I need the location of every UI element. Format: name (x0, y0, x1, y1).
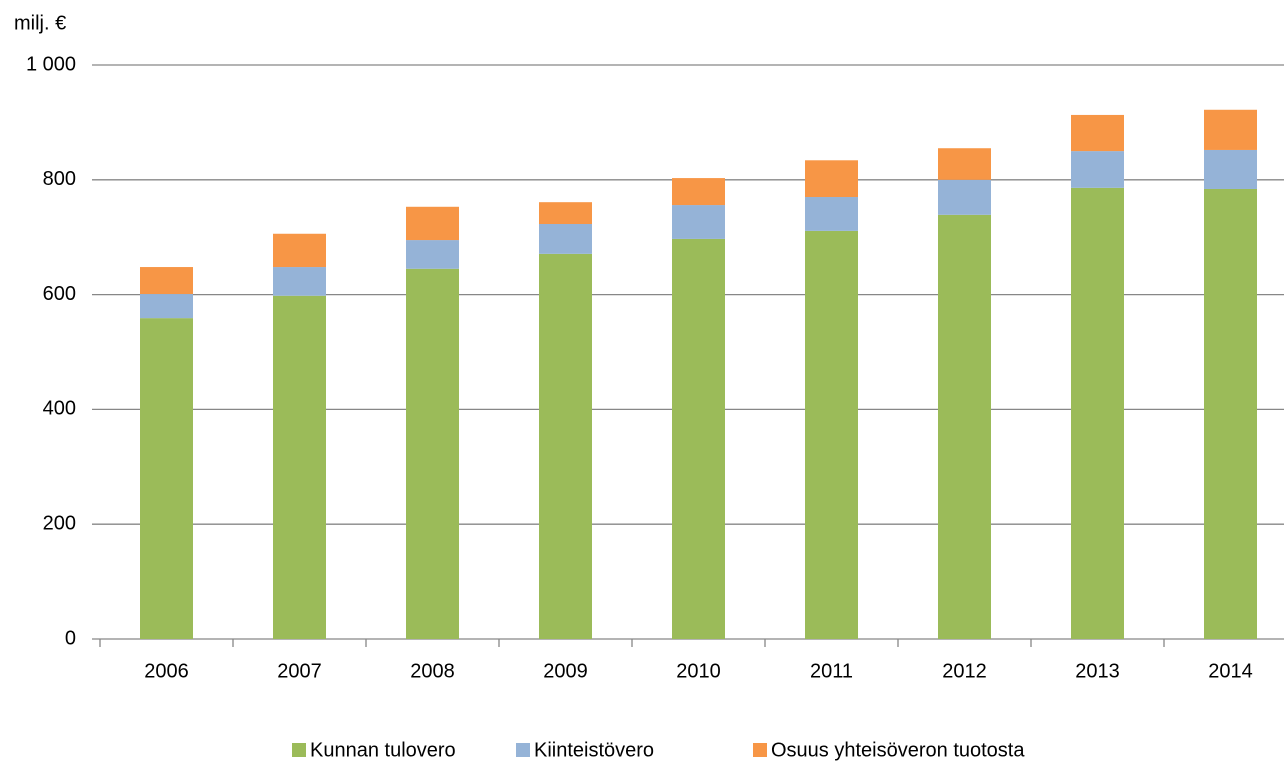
x-tick-label: 2011 (810, 660, 853, 682)
bar-segment (406, 240, 459, 269)
bar-segment (1204, 149, 1257, 189)
bar-segment (539, 223, 592, 254)
x-tick-label: 2013 (1075, 660, 1120, 682)
y-tick-label: 800 (43, 168, 76, 190)
bar-segment (938, 148, 991, 180)
legend-swatch (292, 743, 306, 757)
bar-segment (140, 267, 193, 295)
x-tick-label: 2007 (277, 660, 322, 682)
legend-swatch (516, 743, 530, 757)
bar-segment (672, 178, 725, 206)
bar-segment (140, 294, 193, 319)
unit-label: milj. € (14, 12, 66, 34)
legend-swatch (753, 743, 767, 757)
bar-segment (805, 197, 858, 231)
y-tick-label: 600 (43, 283, 76, 305)
x-tick-label: 2009 (543, 660, 588, 682)
bar-segment (406, 268, 459, 639)
x-tick-label: 2010 (676, 660, 721, 682)
x-tick-label: 2008 (410, 660, 455, 682)
bar-segment (1204, 109, 1257, 150)
y-tick-label: 200 (43, 512, 76, 534)
bar-segment (273, 267, 326, 296)
bar-segment (140, 318, 193, 639)
bar-segment (539, 202, 592, 224)
bar-segment (1071, 114, 1124, 152)
bar-segment (672, 238, 725, 639)
y-tick-label: 1 000 (26, 53, 76, 75)
legend-label: Kunnan tulovero (310, 739, 456, 761)
legend-label: Kiinteistövero (534, 739, 654, 761)
bar-segment (1071, 187, 1124, 639)
x-tick-label: 2006 (144, 660, 189, 682)
bar-segment (539, 253, 592, 639)
bar-segment (805, 230, 858, 640)
bar-segment (1204, 188, 1257, 639)
bar-segment (1071, 151, 1124, 188)
bar-segment (938, 214, 991, 639)
bar-segment (273, 295, 326, 639)
y-tick-label: 0 (65, 627, 76, 649)
x-tick-label: 2012 (942, 660, 987, 682)
bar-segment (672, 205, 725, 239)
bar-segment (805, 160, 858, 198)
y-tick-label: 400 (43, 398, 76, 420)
x-tick-label: 2014 (1208, 660, 1253, 682)
bar-segment (938, 179, 991, 215)
legend-label: Osuus yhteisöveron tuotosta (771, 739, 1025, 761)
bar-segment (406, 206, 459, 241)
bar-segment (273, 233, 326, 268)
